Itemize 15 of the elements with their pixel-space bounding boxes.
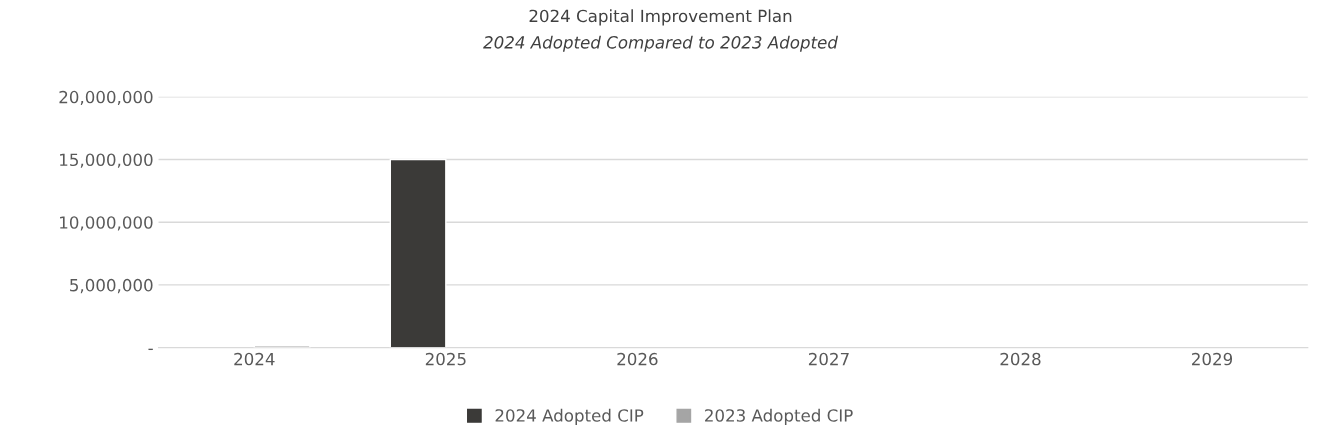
x-tick-label: 2025 (425, 352, 466, 366)
x-tick-label: 2028 (1000, 352, 1041, 366)
chart-subtitle: 2024 Adopted Compared to 2023 Adopted (483, 35, 838, 52)
chart-title: 2024 Capital Improvement Plan (529, 9, 792, 26)
y-tick-label: 5,000,000 (70, 278, 153, 294)
y-tick-label: 20,000,000 (59, 90, 153, 106)
y-tick-label: - (148, 348, 153, 351)
y-tick-label: 15,000,000 (60, 153, 153, 168)
legend-label: 2023 Adopted CIP (705, 408, 853, 425)
y-tick-label: 10,000,000 (60, 216, 153, 231)
x-tick-label: 2029 (1192, 352, 1233, 366)
legend-label: 2024 Adopted CIP (495, 408, 644, 425)
x-tick-label: 2024 (234, 352, 275, 366)
x-tick-label: 2027 (808, 352, 849, 366)
x-tick-label: 2026 (617, 352, 658, 366)
